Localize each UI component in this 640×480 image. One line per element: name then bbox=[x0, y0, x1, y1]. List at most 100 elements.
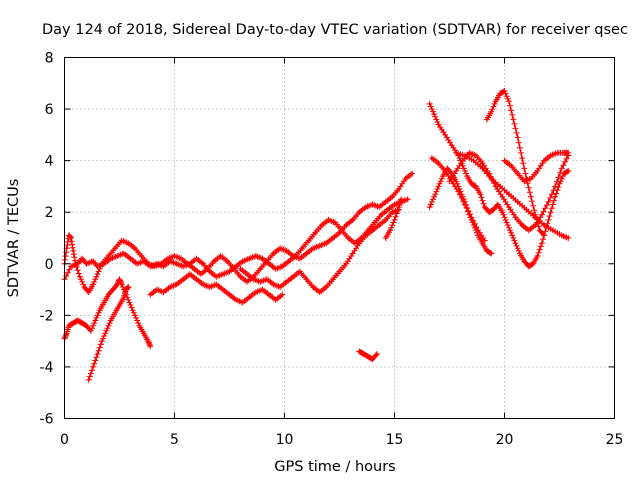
data-point bbox=[124, 288, 128, 291]
data-point bbox=[67, 234, 71, 237]
data-point bbox=[516, 172, 519, 175]
data-point bbox=[507, 193, 511, 196]
data-point bbox=[305, 252, 308, 255]
y-tick-label: 0 bbox=[45, 257, 54, 273]
data-point bbox=[127, 285, 130, 289]
grid bbox=[64, 57, 615, 419]
data-point bbox=[523, 260, 526, 263]
data-point bbox=[443, 133, 447, 137]
data-point bbox=[91, 283, 95, 286]
data-point bbox=[149, 293, 152, 296]
data-point bbox=[501, 195, 504, 198]
series-s2 bbox=[61, 170, 416, 296]
data-point bbox=[105, 329, 108, 332]
data-point bbox=[549, 211, 552, 214]
data-point bbox=[298, 257, 302, 260]
data-point bbox=[501, 211, 504, 214]
data-point bbox=[542, 159, 546, 162]
data-point bbox=[371, 358, 374, 361]
data-point bbox=[129, 303, 132, 307]
data-point bbox=[241, 301, 244, 304]
data-point bbox=[498, 92, 502, 95]
data-point bbox=[542, 234, 546, 237]
data-point bbox=[100, 339, 104, 343]
data-point bbox=[529, 177, 533, 180]
data-point bbox=[327, 218, 330, 222]
data-point bbox=[314, 231, 317, 234]
y-axis-label: SDTVAR / TECUs bbox=[6, 179, 22, 298]
data-point bbox=[72, 321, 75, 325]
data-point bbox=[133, 247, 137, 250]
data-point bbox=[162, 290, 165, 294]
data-point bbox=[481, 167, 484, 170]
data-point bbox=[212, 260, 216, 263]
data-point bbox=[386, 208, 390, 211]
data-point bbox=[503, 89, 506, 93]
data-point bbox=[443, 169, 447, 173]
data-point bbox=[248, 296, 251, 299]
data-point bbox=[371, 229, 374, 232]
data-point bbox=[474, 154, 478, 157]
data-point bbox=[364, 205, 368, 209]
data-point bbox=[188, 272, 192, 276]
data-point bbox=[107, 254, 110, 258]
data-point bbox=[384, 236, 387, 240]
data-point bbox=[516, 200, 519, 204]
data-point bbox=[536, 169, 539, 173]
data-point bbox=[140, 254, 143, 258]
data-point bbox=[109, 257, 112, 260]
data-point bbox=[325, 242, 328, 245]
data-point bbox=[333, 221, 337, 224]
data-point bbox=[481, 242, 484, 245]
data-point bbox=[505, 221, 508, 224]
data-point bbox=[474, 185, 478, 188]
data-point bbox=[377, 223, 381, 227]
data-point bbox=[274, 267, 277, 271]
data-point bbox=[168, 285, 172, 289]
data-point bbox=[234, 298, 238, 302]
data-point bbox=[116, 254, 119, 258]
data-point bbox=[278, 285, 282, 289]
data-point bbox=[122, 296, 126, 299]
data-point bbox=[298, 270, 302, 273]
series-s15 bbox=[501, 149, 572, 185]
data-point bbox=[74, 262, 77, 265]
data-point bbox=[96, 352, 99, 356]
series-s8 bbox=[382, 196, 405, 241]
data-point bbox=[254, 254, 258, 258]
data-point bbox=[153, 265, 156, 268]
x-tick-label: 0 bbox=[60, 432, 69, 448]
data-point bbox=[318, 244, 321, 247]
data-point bbox=[457, 190, 460, 193]
series-line bbox=[63, 277, 151, 347]
data-point bbox=[182, 265, 185, 268]
data-point bbox=[373, 221, 376, 224]
series-markers bbox=[426, 165, 495, 257]
data-point bbox=[89, 329, 93, 332]
data-point bbox=[182, 278, 185, 281]
series-s12 bbox=[446, 149, 572, 234]
data-point bbox=[406, 198, 409, 201]
data-point bbox=[476, 234, 480, 237]
data-point bbox=[272, 252, 275, 255]
plot-frame bbox=[64, 57, 615, 419]
data-point bbox=[487, 211, 491, 214]
data-point bbox=[199, 272, 203, 276]
data-point bbox=[261, 288, 264, 291]
data-point bbox=[364, 234, 368, 237]
data-point bbox=[384, 200, 387, 204]
data-point bbox=[278, 247, 282, 250]
data-point bbox=[404, 177, 407, 180]
data-point bbox=[358, 350, 361, 353]
data-point bbox=[206, 267, 209, 271]
data-point bbox=[305, 278, 308, 281]
series-s6 bbox=[237, 206, 402, 296]
x-tick-label: 10 bbox=[276, 432, 294, 448]
data-point bbox=[287, 260, 291, 263]
y-tick-label: 6 bbox=[45, 102, 54, 118]
series-markers bbox=[61, 170, 416, 296]
data-point bbox=[388, 229, 392, 232]
chart-title: Day 124 of 2018, Sidereal Day-to-day VTE… bbox=[42, 22, 628, 38]
data-point bbox=[118, 278, 121, 281]
data-point bbox=[195, 257, 198, 260]
